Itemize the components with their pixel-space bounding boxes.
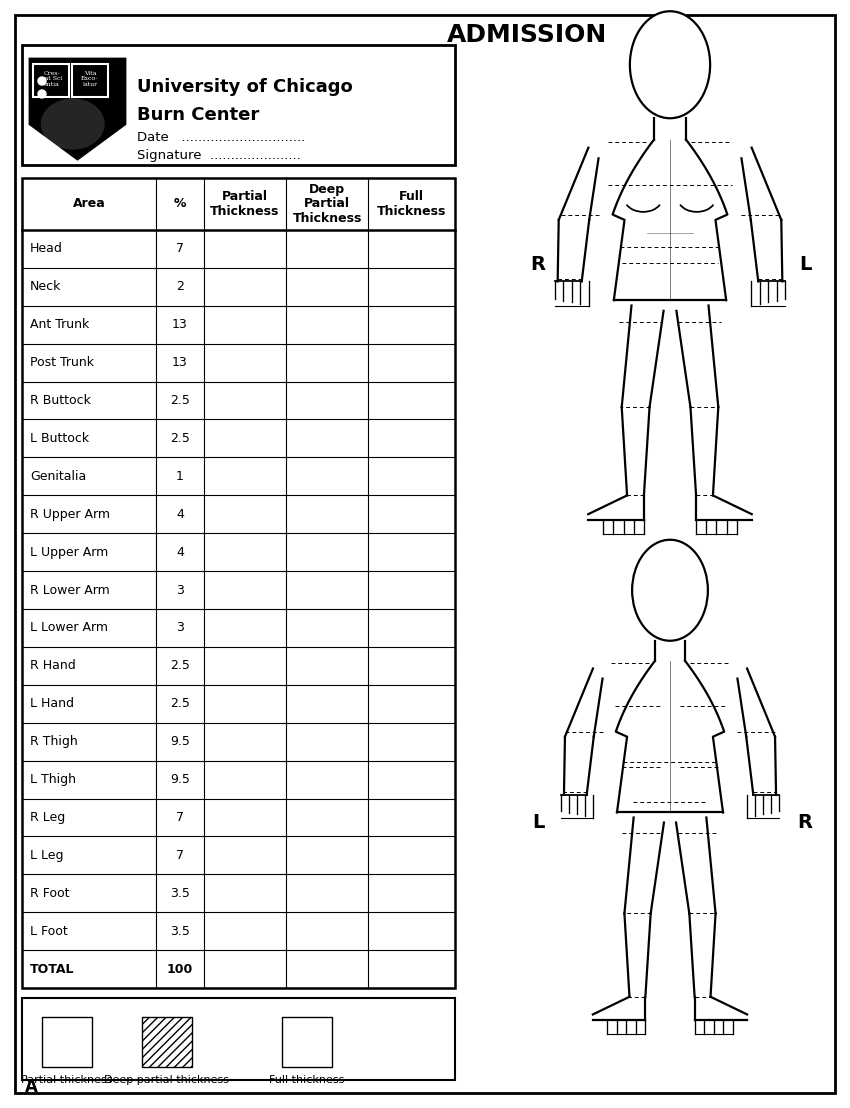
Text: Burn Center: Burn Center: [137, 106, 259, 124]
Text: R Upper Arm: R Upper Arm: [30, 507, 110, 521]
Text: R Hand: R Hand: [30, 659, 76, 673]
Text: L: L: [532, 812, 544, 831]
Text: L Buttock: L Buttock: [30, 432, 89, 445]
Text: 2.5: 2.5: [170, 697, 190, 710]
Bar: [71, 64, 108, 98]
Text: 3.5: 3.5: [170, 886, 190, 900]
Text: 2.5: 2.5: [170, 432, 190, 445]
Text: 13: 13: [173, 356, 188, 369]
Ellipse shape: [632, 540, 708, 640]
Text: Deep partial thickness: Deep partial thickness: [105, 1075, 230, 1085]
Bar: [282, 1017, 332, 1067]
Text: 13: 13: [173, 318, 188, 331]
Text: R Buttock: R Buttock: [30, 394, 91, 407]
Text: Cres-
cat Sci
entia: Cres- cat Sci entia: [41, 71, 63, 86]
Bar: [33, 64, 69, 98]
Ellipse shape: [38, 76, 46, 85]
Text: L Foot: L Foot: [30, 925, 68, 937]
Text: 4: 4: [176, 507, 184, 521]
Text: 4: 4: [176, 545, 184, 558]
Text: R: R: [797, 812, 813, 831]
Bar: [42, 1017, 92, 1067]
Text: Vita
Exco-
latur: Vita Exco- latur: [81, 71, 99, 86]
Text: Date   ..............................: Date ..............................: [137, 131, 305, 144]
Ellipse shape: [38, 90, 46, 98]
Text: Neck: Neck: [30, 280, 61, 294]
Text: Partial thickness: Partial thickness: [21, 1075, 113, 1085]
Text: 1: 1: [176, 470, 184, 483]
Ellipse shape: [41, 99, 105, 150]
Text: 2.5: 2.5: [170, 394, 190, 407]
Text: R Foot: R Foot: [30, 886, 70, 900]
Bar: [22, 998, 455, 1080]
Text: 7: 7: [176, 243, 184, 256]
Ellipse shape: [630, 11, 710, 119]
Text: ADMISSION: ADMISSION: [447, 23, 607, 47]
Text: Full
Thickness: Full Thickness: [377, 191, 446, 218]
Text: 2.5: 2.5: [170, 659, 190, 673]
Text: 100: 100: [167, 963, 193, 975]
Text: 9.5: 9.5: [170, 735, 190, 748]
Text: Genitalia: Genitalia: [30, 470, 86, 483]
Text: R Leg: R Leg: [30, 811, 65, 824]
Bar: [22, 45, 455, 165]
Text: Post Trunk: Post Trunk: [30, 356, 94, 369]
Text: 7: 7: [176, 849, 184, 862]
Text: L: L: [799, 256, 811, 275]
Text: L Hand: L Hand: [30, 697, 74, 710]
Text: 2: 2: [176, 280, 184, 294]
Text: Head: Head: [30, 243, 63, 256]
Text: TOTAL: TOTAL: [30, 963, 75, 975]
Text: 3: 3: [176, 584, 184, 596]
Text: %: %: [173, 197, 186, 211]
Bar: [142, 1017, 192, 1067]
Text: Partial
Thickness: Partial Thickness: [210, 191, 280, 218]
Text: Ant Trunk: Ant Trunk: [30, 318, 89, 331]
Text: R Thigh: R Thigh: [30, 735, 77, 748]
Text: L Leg: L Leg: [30, 849, 64, 862]
Text: R Lower Arm: R Lower Arm: [30, 584, 110, 596]
Text: L Lower Arm: L Lower Arm: [30, 622, 108, 635]
Text: 7: 7: [176, 811, 184, 824]
Text: 9.5: 9.5: [170, 773, 190, 786]
Text: Full thickness: Full thickness: [269, 1075, 345, 1085]
Text: L Upper Arm: L Upper Arm: [30, 545, 108, 558]
Text: L Thigh: L Thigh: [30, 773, 76, 786]
Text: Signature  ......................: Signature ......................: [137, 148, 301, 162]
Text: Deep
Partial
Thickness: Deep Partial Thickness: [292, 183, 362, 225]
Text: 3.5: 3.5: [170, 925, 190, 937]
Text: A: A: [25, 1078, 38, 1096]
Polygon shape: [30, 59, 125, 160]
Text: 3: 3: [176, 622, 184, 635]
Text: R: R: [530, 256, 546, 275]
Text: Area: Area: [73, 197, 105, 211]
Text: University of Chicago: University of Chicago: [137, 78, 353, 96]
Bar: [22, 178, 455, 988]
